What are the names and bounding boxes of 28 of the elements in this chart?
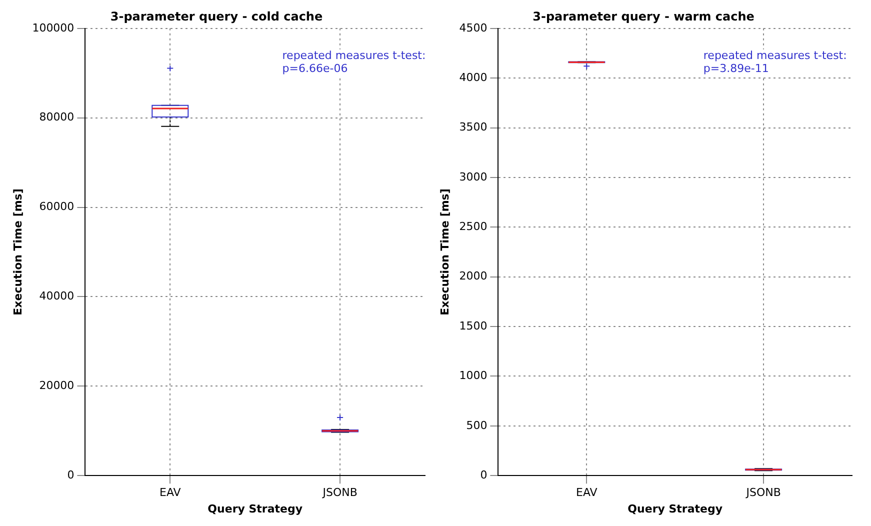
- y-tick-label: 1500: [459, 319, 488, 332]
- y-tick-label: 500: [466, 418, 488, 432]
- x-tick-label: EAV: [576, 486, 598, 500]
- x-tick-label: EAV: [159, 486, 182, 500]
- chart-title: 3-parameter query - warm cache: [532, 9, 754, 24]
- x-tick-label: JSONB: [745, 486, 781, 500]
- chart-title: 3-parameter query - cold cache: [110, 9, 323, 24]
- y-tick-label: 0: [480, 468, 488, 482]
- y-axis-title: Execution Time [ms]: [438, 188, 452, 316]
- y-tick-label: 3000: [459, 170, 488, 184]
- annotation: repeated measures t-test: p=3.89e-11: [703, 48, 847, 75]
- y-tick-label: 1000: [459, 369, 488, 382]
- y-tick-label: 4500: [459, 21, 488, 34]
- y-tick-label: 2500: [459, 220, 488, 234]
- y-axis-title: Execution Time [ms]: [11, 188, 24, 316]
- y-tick-label: 80000: [39, 110, 74, 124]
- annotation: repeated measures t-test: p=6.66e-06: [282, 48, 426, 75]
- x-tick-label: JSONB: [322, 486, 358, 500]
- y-tick-label: 60000: [39, 200, 74, 214]
- y-tick-label: 100000: [32, 21, 74, 34]
- x-axis-title: Query Strategy: [208, 502, 303, 516]
- y-tick-label: 40000: [39, 290, 74, 303]
- y-tick-label: 4000: [459, 70, 488, 84]
- y-tick-label: 3500: [459, 120, 488, 134]
- y-tick-label: 2000: [459, 270, 488, 283]
- x-axis-title: Query Strategy: [628, 502, 723, 516]
- y-tick-label: 20000: [39, 379, 74, 392]
- y-tick-label: 0: [67, 468, 74, 482]
